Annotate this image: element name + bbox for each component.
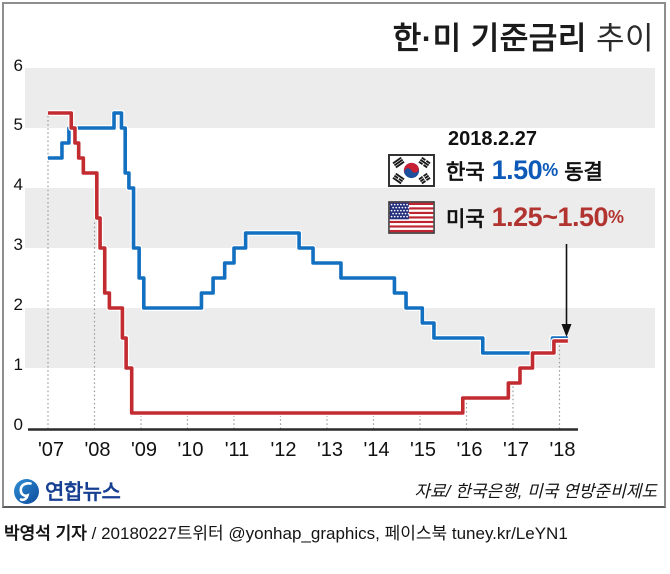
us-flag-star bbox=[407, 206, 410, 209]
us-flag-star bbox=[404, 212, 407, 215]
us-flag-stripe bbox=[389, 225, 434, 228]
credit-rest: / 20180227트위터 @yonhap_graphics, 페이스북 tun… bbox=[86, 524, 568, 543]
us-flag-stripe bbox=[389, 211, 434, 215]
y-tick-label: 2 bbox=[14, 295, 23, 314]
yonhap-logo: 연합뉴스 bbox=[13, 476, 121, 506]
y-tick-label: 0 bbox=[14, 415, 23, 434]
year-guides bbox=[47, 115, 561, 429]
us-flag-star bbox=[403, 215, 405, 218]
reporter-name: 박영석 기자 bbox=[4, 524, 87, 543]
grid-bands bbox=[25, 68, 655, 368]
yonhap-logo-icon bbox=[14, 478, 39, 504]
us-flag-stripe bbox=[389, 216, 434, 219]
page-title: 한·미 기준금리 추이 bbox=[393, 13, 654, 58]
us-flag-star bbox=[393, 209, 396, 212]
us-flag-star bbox=[390, 209, 393, 212]
x-tick-label: '10 bbox=[177, 439, 203, 461]
legend-row-us: 미국 1.25~1.50 % bbox=[388, 201, 624, 234]
y-axis-labels: 0 1 2 3 4 5 6 bbox=[14, 56, 23, 434]
us-flag-stripe bbox=[389, 227, 434, 230]
us-flag-star bbox=[400, 209, 402, 212]
yonhap-logo-text: 연합뉴스 bbox=[45, 481, 121, 504]
x-tick-label: '17 bbox=[503, 439, 529, 461]
us-flag-stripe bbox=[389, 229, 434, 233]
us-label: 미국 bbox=[446, 207, 485, 231]
series-line-korea bbox=[48, 111, 568, 355]
us-flag-star bbox=[398, 206, 401, 209]
graphic-frame bbox=[2, 2, 666, 508]
us-flag-stripe bbox=[389, 214, 434, 217]
y-tick-label: 3 bbox=[14, 235, 23, 254]
y-tick-label: 6 bbox=[14, 56, 23, 75]
korea-flag-icon bbox=[388, 154, 435, 187]
title-main: 한·미 기준금리 bbox=[392, 21, 587, 56]
x-tick-label: '08 bbox=[84, 439, 110, 461]
us-flag-stripe bbox=[389, 223, 434, 226]
us-flag-star bbox=[392, 212, 394, 215]
us-flag-star bbox=[396, 203, 399, 206]
us-flag-star bbox=[392, 206, 394, 209]
us-flag-icon bbox=[388, 201, 435, 234]
us-flag-star bbox=[398, 212, 401, 215]
us-flag-stripe bbox=[389, 207, 434, 210]
korea-rate-unit: % bbox=[542, 160, 559, 180]
us-rate-unit: % bbox=[608, 207, 625, 227]
credit-line: 박영석 기자 / 20180227트위터 @yonhap_graphics, 페… bbox=[4, 519, 568, 544]
x-tick-label: '14 bbox=[363, 439, 389, 461]
us-flag-star bbox=[400, 215, 402, 218]
x-tick-label: '13 bbox=[317, 439, 343, 461]
us-flag-star bbox=[390, 203, 393, 206]
us-flag-star bbox=[390, 215, 393, 218]
us-flag-star bbox=[396, 209, 399, 212]
us-flag-stripe bbox=[389, 220, 434, 224]
y-tick-label: 4 bbox=[14, 175, 23, 194]
us-flag-star bbox=[403, 209, 405, 212]
us-flag-stripe bbox=[389, 205, 434, 208]
us-flag-star bbox=[401, 212, 404, 215]
us-rate-value: 1.25~1.50 bbox=[491, 202, 609, 232]
us-flag-star bbox=[396, 215, 399, 218]
korea-rate-suffix: 동결 bbox=[564, 160, 603, 184]
us-flag-star bbox=[407, 212, 410, 215]
us-flag-star bbox=[406, 215, 408, 218]
annotation-date: 2018.2.27 bbox=[448, 128, 537, 150]
rate-chart: '07 '08 '09 '10 '11 '12 '13 '14 '15 '16 '17 '18 0 1 2 3… bbox=[14, 56, 655, 461]
us-flag-stripe bbox=[389, 202, 434, 206]
series-line-us bbox=[48, 111, 568, 415]
us-flag-star bbox=[406, 203, 408, 206]
down-arrow-icon bbox=[561, 244, 572, 337]
us-flag-star bbox=[393, 203, 396, 206]
x-axis-labels: '07 '08 '09 '10 '11 '12 '13 '14 '15 '16 '17 '18 bbox=[38, 439, 576, 461]
arrow-head bbox=[561, 324, 572, 337]
legend-row-korea: 한국 1.50 % 동결 bbox=[388, 154, 603, 187]
us-flag-star bbox=[395, 212, 398, 215]
x-tick-label: '18 bbox=[549, 439, 575, 461]
us-flag-star bbox=[393, 215, 396, 218]
source-note: 자료/ 한국은행, 미국 연방준비제도 bbox=[414, 482, 657, 501]
us-flag-star bbox=[400, 203, 402, 206]
x-tick-label: '09 bbox=[131, 439, 157, 461]
title-sub: 추이 bbox=[586, 21, 654, 56]
x-tick-label: '11 bbox=[225, 439, 250, 461]
x-tick-label: '16 bbox=[456, 439, 482, 461]
us-flag-star bbox=[403, 203, 405, 206]
us-flag-stripe bbox=[389, 218, 434, 221]
us-flag-star bbox=[406, 209, 408, 212]
us-flag-star bbox=[401, 206, 404, 209]
y-tick-label: 1 bbox=[14, 355, 23, 374]
us-flag-star bbox=[404, 206, 407, 209]
x-tick-label: '07 bbox=[38, 439, 64, 461]
grid-band bbox=[25, 68, 655, 128]
x-tick-label: '15 bbox=[410, 439, 436, 461]
grid-band bbox=[25, 188, 655, 248]
y-tick-label: 5 bbox=[14, 115, 23, 134]
korea-rate-value: 1.50 bbox=[491, 155, 543, 185]
us-flag-star bbox=[395, 206, 398, 209]
korea-label: 한국 bbox=[446, 160, 485, 184]
us-flag-stripe bbox=[389, 209, 434, 212]
x-tick-label: '12 bbox=[270, 439, 296, 461]
